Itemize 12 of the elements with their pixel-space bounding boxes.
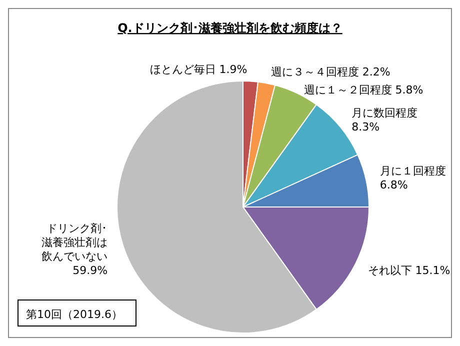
text: 第10回（2019.6） [26, 308, 122, 321]
chart-title: Q.ドリンク剤･滋養強壮剤を飲む頻度は？ [118, 21, 342, 35]
slice-label: ほとんど毎日 1.9% [150, 63, 248, 76]
data-label: 8.3% [352, 120, 380, 134]
slice-label: それ以下 15.1% [368, 264, 450, 278]
data-label: 59.9% [72, 264, 108, 278]
slice-label: 月に１回程度 [380, 164, 446, 178]
slice-label: ドリンク剤･滋養強壮剤は飲んでいない [42, 222, 108, 264]
data-label: 6.8% [380, 178, 408, 192]
slice-label: 週に１～２回程度 5.8% [304, 83, 424, 96]
slice-label: 週に３～４回程度 2.2% [270, 65, 390, 78]
slice-label: 月に数回程度 [352, 106, 418, 120]
